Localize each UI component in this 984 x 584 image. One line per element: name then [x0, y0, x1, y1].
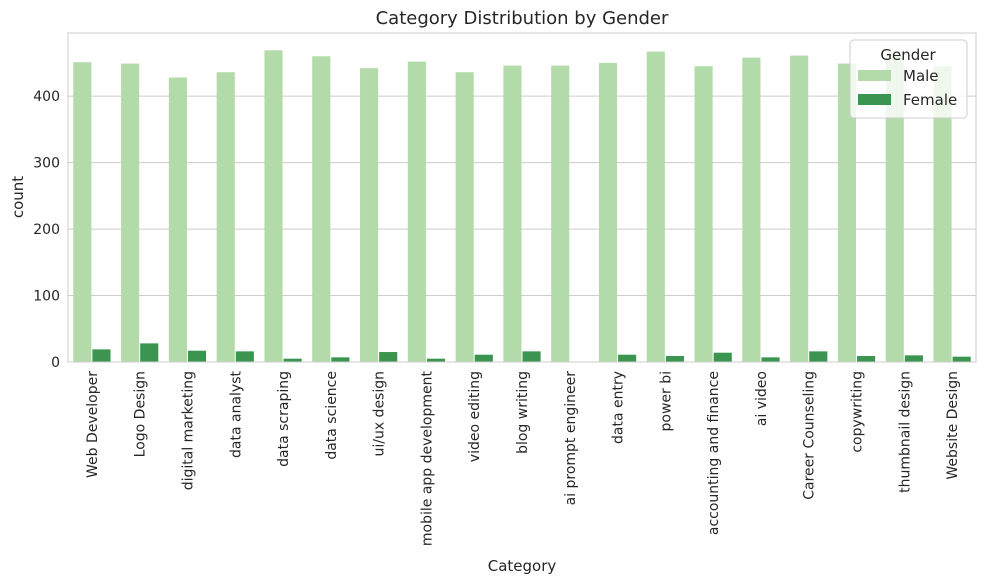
- bar-male: [885, 52, 904, 362]
- bar-female: [618, 354, 637, 362]
- y-tick-label: 200: [33, 222, 60, 238]
- x-tick-label: data analyst: [228, 371, 244, 458]
- y-tick-label: 400: [33, 89, 60, 105]
- x-tick-label: power bi: [658, 371, 674, 432]
- x-tick-label: accounting and finance: [706, 371, 722, 535]
- bar-female: [379, 352, 398, 362]
- bar-male: [598, 62, 618, 363]
- bar-male: [837, 63, 857, 363]
- bar-female: [665, 356, 684, 362]
- x-tick-label: data science: [324, 371, 340, 460]
- legend-title: Gender: [880, 46, 936, 64]
- x-tick-label: blog writing: [515, 371, 531, 454]
- y-tick-label: 0: [51, 355, 60, 371]
- bar-male: [933, 66, 952, 362]
- x-tick-label: Logo Design: [133, 371, 149, 457]
- bar-female: [474, 354, 493, 362]
- y-tick-label: 100: [33, 289, 60, 305]
- bar-male: [503, 65, 522, 362]
- bar-female: [92, 349, 111, 362]
- bar-male: [646, 51, 665, 362]
- bar-male: [216, 72, 235, 362]
- bar-female: [904, 355, 923, 362]
- legend-label-male: Male: [903, 67, 939, 85]
- bar-female: [952, 356, 971, 362]
- x-axis-title: Category: [488, 557, 557, 575]
- bar-female: [809, 351, 828, 362]
- bar-male: [168, 77, 187, 362]
- legend-label-female: Female: [903, 91, 957, 109]
- bar-female: [283, 358, 302, 362]
- x-tick-label: ui/ux design: [372, 371, 388, 457]
- chart-title: Category Distribution by Gender: [376, 8, 669, 29]
- bar-male: [455, 72, 474, 362]
- bar-male: [742, 57, 761, 362]
- x-tick-label: digital marketing: [180, 371, 196, 490]
- bar-female: [522, 351, 541, 362]
- bar-female: [857, 356, 876, 362]
- bar-female: [761, 357, 780, 362]
- x-tick-label: data entry: [611, 371, 627, 444]
- y-axis-title: count: [9, 176, 27, 218]
- legend: Gender Male Female: [849, 39, 968, 119]
- bars: [73, 50, 971, 363]
- bar-female: [187, 350, 207, 362]
- legend-swatch-female: [858, 94, 891, 105]
- bar-male: [121, 63, 140, 363]
- x-tick-label: thumbnail design: [897, 371, 913, 493]
- plot-frame: [67, 32, 977, 363]
- bar-male: [264, 50, 283, 362]
- x-tick-label: data scraping: [276, 371, 292, 467]
- x-tick-label: Career Counseling: [802, 371, 818, 500]
- y-axis-ticks: 0 100 200 300 400: [33, 89, 60, 371]
- bar-male: [73, 62, 92, 362]
- y-tick-label: 300: [33, 156, 60, 172]
- x-tick-label: Web Developer: [85, 371, 101, 478]
- bar-female: [713, 352, 732, 362]
- bar-female: [331, 357, 350, 362]
- bar-male: [694, 66, 713, 362]
- x-tick-label: ai prompt engineer: [563, 371, 579, 506]
- legend-swatch-male: [858, 70, 891, 81]
- bar-female: [426, 358, 446, 362]
- x-tick-label: copywriting: [850, 371, 866, 453]
- bar-female: [140, 343, 159, 362]
- bar-female: [235, 351, 254, 362]
- bar-male: [312, 56, 331, 362]
- bar-male: [360, 68, 379, 363]
- x-tick-label: video editing: [467, 371, 483, 462]
- x-axis-ticks: Web Developer Logo Design digital marketin…: [85, 370, 961, 546]
- x-tick-label: Website Design: [945, 371, 961, 480]
- bar-male: [790, 55, 809, 362]
- bar-male: [407, 61, 426, 362]
- x-tick-label: ai video: [754, 371, 770, 426]
- x-tick-label: mobile app development: [419, 370, 435, 546]
- bar-male: [551, 65, 570, 362]
